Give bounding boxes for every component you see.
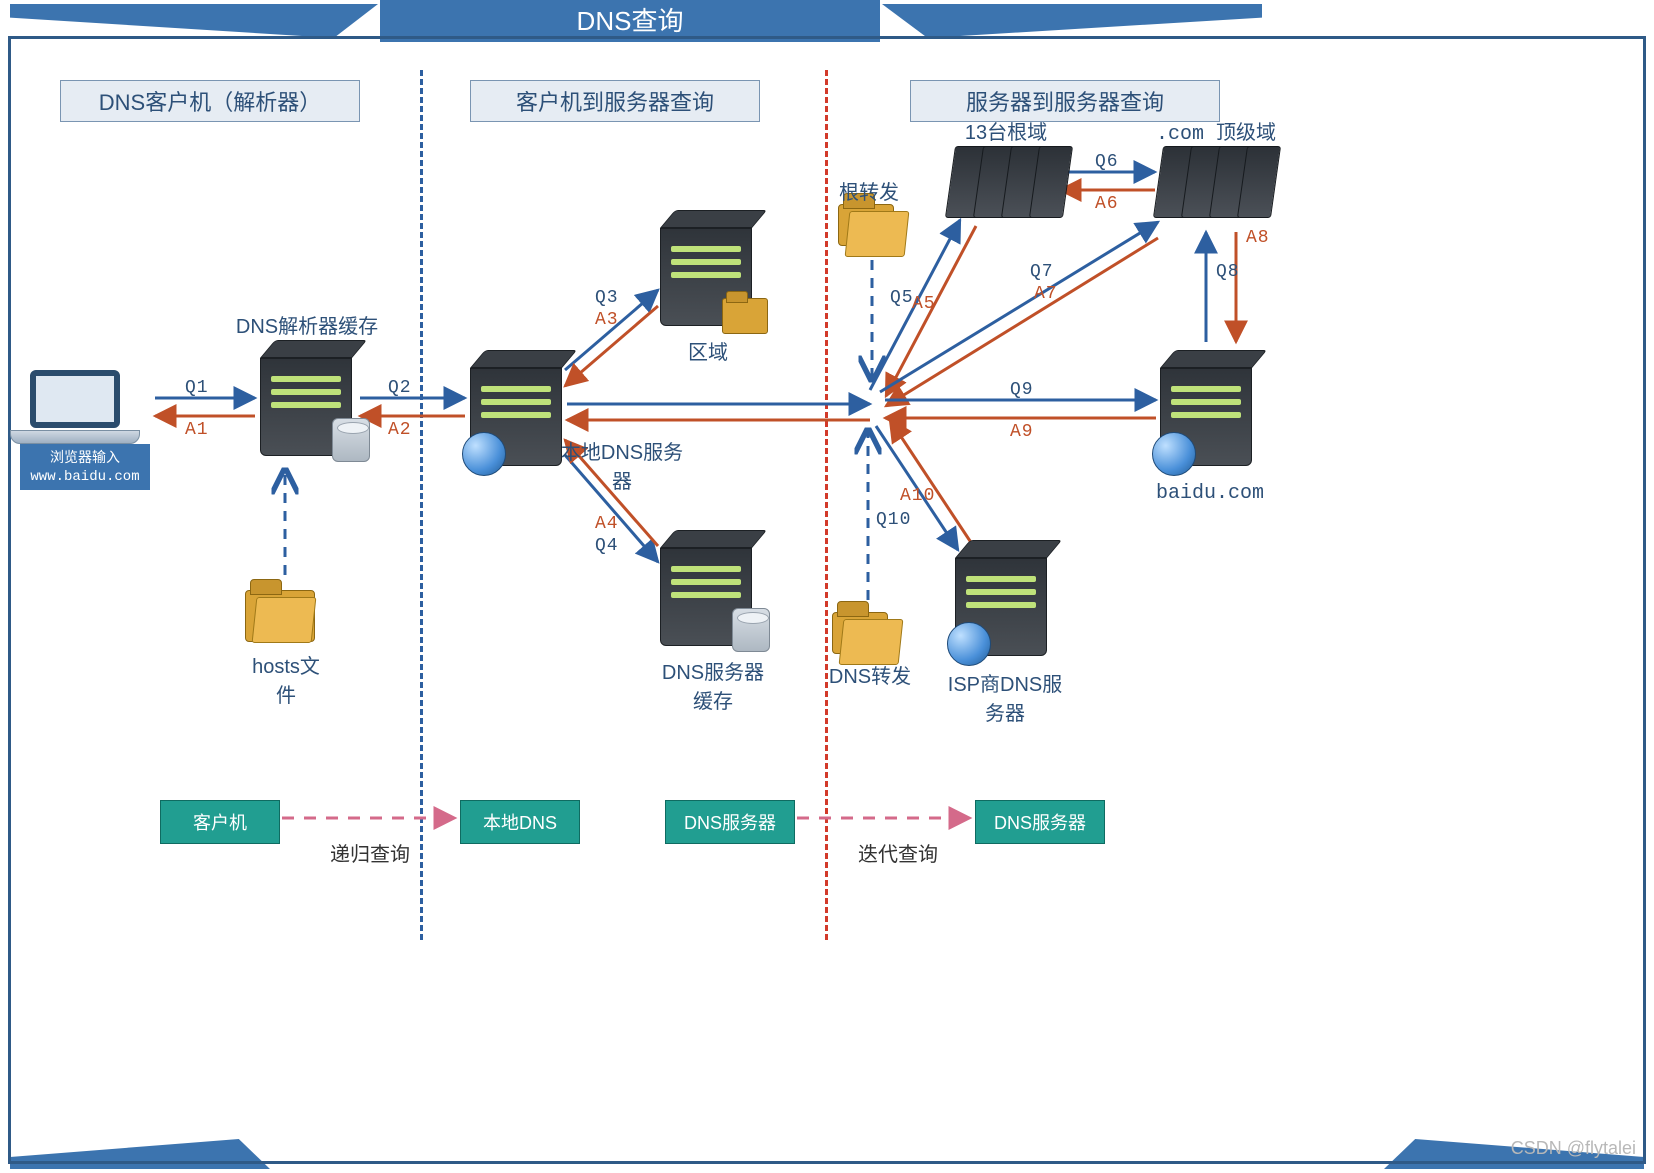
com-tld-caption: .com 顶级域 bbox=[1136, 116, 1296, 146]
section-header-1: 客户机到服务器查询 bbox=[470, 80, 760, 122]
arrow-label-A1: A1 bbox=[185, 420, 209, 440]
root-forward-folder-icon bbox=[838, 204, 894, 246]
zone-caption: 区域 bbox=[668, 336, 748, 365]
arrow-label-Q5: Q5 bbox=[890, 288, 914, 308]
arrow-label-A5: A5 bbox=[912, 294, 936, 314]
hosts-folder-icon bbox=[245, 590, 315, 642]
dns-cache-caption: DNS服务器 缓存 bbox=[648, 656, 778, 714]
laptop-label-2: www.baidu.com bbox=[30, 469, 139, 485]
laptop-label: 浏览器输入 www.baidu.com bbox=[20, 444, 150, 490]
root-forward-caption: 根转发 bbox=[824, 176, 914, 205]
arrow-label-Q3: Q3 bbox=[595, 288, 619, 308]
frame-accent-tl bbox=[10, 4, 378, 38]
arrow-label-A2: A2 bbox=[388, 420, 412, 440]
bottom-box-0: 客户机 bbox=[160, 800, 280, 844]
arrow-label-A7: A7 bbox=[1034, 284, 1058, 304]
local-dns-caption: 本地DNS服务 器 bbox=[552, 436, 692, 494]
bottom-box-3: DNS服务器 bbox=[975, 800, 1105, 844]
baidu-caption: baidu.com bbox=[1140, 482, 1280, 505]
isp-dns-icon bbox=[955, 540, 1047, 656]
arrow-label-A3: A3 bbox=[595, 310, 619, 330]
local-dns-icon bbox=[470, 350, 562, 466]
com-tld-icon bbox=[1158, 146, 1276, 218]
laptop-label-1: 浏览器输入 bbox=[50, 449, 120, 465]
root-servers-icon bbox=[950, 146, 1068, 218]
bottom-box-2: DNS服务器 bbox=[665, 800, 795, 844]
arrow-label-Q2: Q2 bbox=[388, 378, 412, 398]
arrow-label-A6: A6 bbox=[1095, 194, 1119, 214]
arrow-label-Q4: Q4 bbox=[595, 536, 619, 556]
arrow-label-Q7: Q7 bbox=[1030, 262, 1054, 282]
arrow-label-A8: A8 bbox=[1246, 228, 1270, 248]
baidu-server-icon bbox=[1160, 350, 1252, 466]
vertical-divider-0 bbox=[420, 70, 423, 940]
hosts-caption: hosts文 件 bbox=[236, 650, 336, 708]
arrow-label-A9: A9 bbox=[1010, 422, 1034, 442]
arrow-label-Q10: Q10 bbox=[876, 510, 911, 530]
laptop-icon bbox=[30, 370, 140, 444]
arrow-label-Q1: Q1 bbox=[185, 378, 209, 398]
dns-forward-folder-icon bbox=[832, 612, 888, 654]
watermark: CSDN @flytalei bbox=[1511, 1138, 1636, 1159]
dns-cache-icon bbox=[660, 530, 752, 646]
zone-server-icon bbox=[660, 210, 752, 326]
resolver-caption: DNS解析器缓存 bbox=[222, 310, 392, 339]
bottom-dashed-label-0: 递归查询 bbox=[310, 838, 430, 867]
isp-dns-caption: ISP商DNS服 务器 bbox=[930, 668, 1080, 726]
bottom-box-1: 本地DNS bbox=[460, 800, 580, 844]
arrow-label-A4: A4 bbox=[595, 514, 619, 534]
arrow-label-A10: A10 bbox=[900, 486, 935, 506]
resolver-server-icon bbox=[260, 340, 352, 456]
frame-accent-tr bbox=[882, 4, 1262, 38]
section-header-0: DNS客户机（解析器） bbox=[60, 80, 360, 122]
bottom-dashed-label-1: 迭代查询 bbox=[838, 838, 958, 867]
arrow-label-Q9: Q9 bbox=[1010, 380, 1034, 400]
root-servers-caption: 13台根域 bbox=[946, 116, 1066, 145]
dns-forward-caption: DNS转发 bbox=[820, 660, 920, 689]
arrow-label-Q6: Q6 bbox=[1095, 152, 1119, 172]
arrow-label-Q8: Q8 bbox=[1216, 262, 1240, 282]
